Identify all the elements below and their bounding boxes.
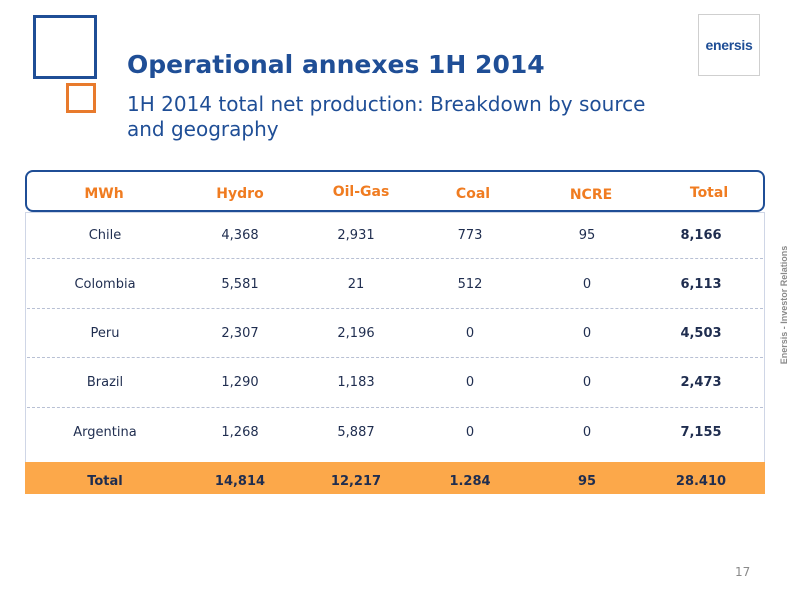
row-argentina-coal: 0 <box>465 425 475 440</box>
row-chile-hydro: 4,368 <box>221 228 259 243</box>
row-argentina-hydro: 1,268 <box>221 425 259 440</box>
production-table <box>25 212 765 494</box>
row-divider <box>27 308 763 309</box>
row-peru-label: Peru <box>90 326 120 341</box>
decorative-blue-square <box>33 15 97 79</box>
total-row-background <box>25 462 765 494</box>
total-hydro: 14,814 <box>214 474 266 489</box>
logo-text: enersis <box>705 37 753 53</box>
row-argentina-label: Argentina <box>73 425 137 440</box>
header-coal: Coal <box>455 186 491 202</box>
total-total: 28.410 <box>675 474 727 489</box>
header-oil-gas: Oil-Gas <box>332 184 390 200</box>
row-colombia-coal: 512 <box>457 277 483 292</box>
table-header-bar <box>25 170 765 212</box>
total-coal: 1.284 <box>449 474 491 489</box>
row-argentina-ncre: 0 <box>582 425 592 440</box>
row-colombia-total: 6,113 <box>680 277 722 292</box>
row-brazil-coal: 0 <box>465 375 475 390</box>
row-divider <box>27 357 763 358</box>
header-total: Total <box>689 185 729 201</box>
header-ncre: NCRE <box>569 187 613 203</box>
row-colombia-label: Colombia <box>74 277 136 292</box>
row-peru-total: 4,503 <box>680 326 722 341</box>
row-brazil-hydro: 1,290 <box>221 375 259 390</box>
row-chile-oil-gas: 2,931 <box>337 228 375 243</box>
row-chile-ncre: 95 <box>578 228 596 243</box>
row-chile-coal: 773 <box>457 228 483 243</box>
row-colombia-oil-gas: 21 <box>347 277 365 292</box>
row-peru-ncre: 0 <box>582 326 592 341</box>
row-divider <box>27 258 763 259</box>
row-peru-oil-gas: 2,196 <box>337 326 375 341</box>
header-mwh: MWh <box>84 186 124 202</box>
total-ncre: 95 <box>577 474 597 489</box>
slide-subtitle: 1H 2014 total net production: Breakdown … <box>127 92 646 141</box>
slide-title: Operational annexes 1H 2014 <box>127 50 545 79</box>
row-colombia-ncre: 0 <box>582 277 592 292</box>
decorative-orange-square <box>66 83 96 113</box>
row-peru-coal: 0 <box>465 326 475 341</box>
total-oil-gas: 12,217 <box>330 474 382 489</box>
row-chile-total: 8,166 <box>680 228 722 243</box>
row-argentina-total: 7,155 <box>680 425 722 440</box>
page-number: 17 <box>735 565 751 579</box>
row-argentina-oil-gas: 5,887 <box>337 425 375 440</box>
total-row-label: Total <box>87 474 123 489</box>
row-chile-label: Chile <box>88 228 122 243</box>
row-divider <box>27 407 763 408</box>
row-colombia-hydro: 5,581 <box>221 277 259 292</box>
row-brazil-total: 2,473 <box>680 375 722 390</box>
enersis-logo: enersis <box>698 14 760 76</box>
row-brazil-oil-gas: 1,183 <box>337 375 375 390</box>
side-label: Enersis - Investor Relations <box>779 245 789 365</box>
header-hydro: Hydro <box>216 186 264 202</box>
row-brazil-label: Brazil <box>86 375 124 390</box>
row-brazil-ncre: 0 <box>582 375 592 390</box>
row-peru-hydro: 2,307 <box>221 326 259 341</box>
